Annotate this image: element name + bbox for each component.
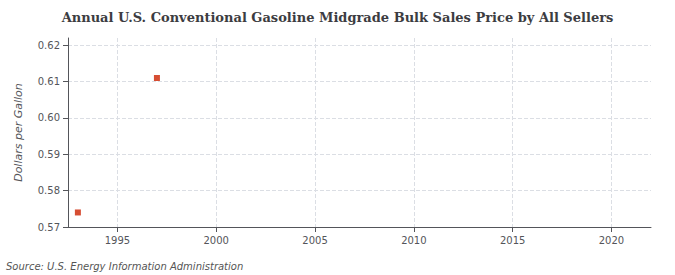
- svg-text:2005: 2005: [302, 235, 327, 246]
- svg-text:1995: 1995: [105, 235, 130, 246]
- svg-text:2020: 2020: [599, 235, 624, 246]
- svg-text:0.60: 0.60: [38, 112, 60, 123]
- svg-text:2015: 2015: [500, 235, 525, 246]
- svg-text:0.61: 0.61: [38, 76, 60, 87]
- svg-text:Source: U.S. Energy Informatio: Source: U.S. Energy Information Administ…: [6, 261, 243, 272]
- svg-text:0.58: 0.58: [38, 185, 60, 196]
- svg-text:Dollars per Gallon: Dollars per Gallon: [12, 83, 25, 182]
- svg-text:0.62: 0.62: [38, 40, 60, 51]
- svg-text:0.57: 0.57: [38, 222, 60, 233]
- svg-text:0.59: 0.59: [38, 149, 60, 160]
- svg-text:Annual U.S. Conventional Gasol: Annual U.S. Conventional Gasoline Midgra…: [61, 10, 614, 25]
- svg-text:2010: 2010: [401, 235, 426, 246]
- svg-text:2000: 2000: [203, 235, 228, 246]
